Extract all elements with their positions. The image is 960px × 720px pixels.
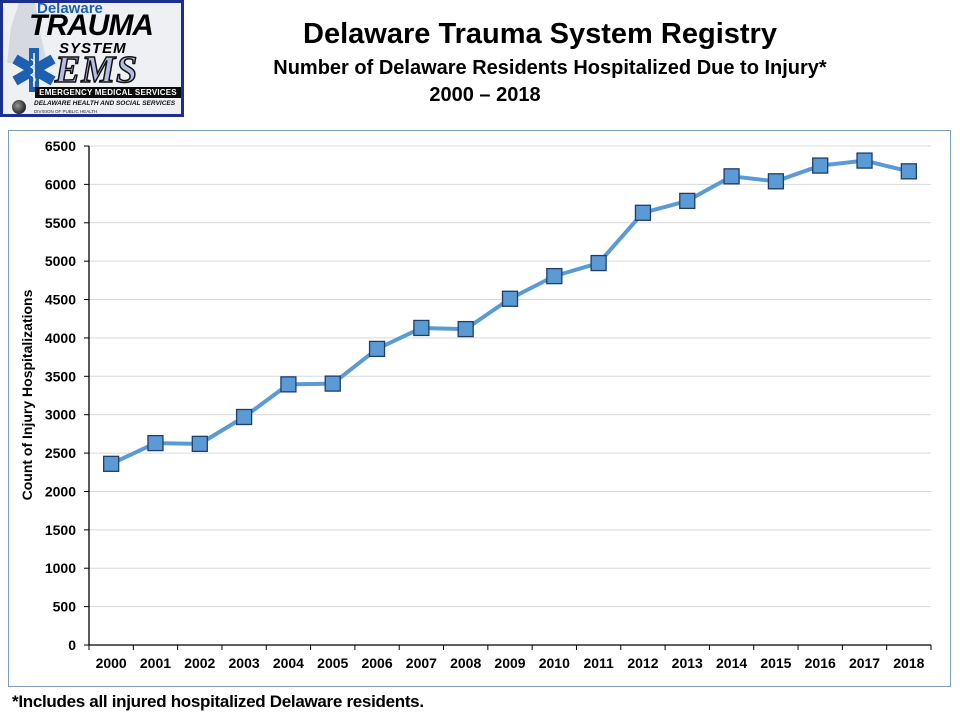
x-tick-label: 2002 [184, 655, 215, 671]
chart-frame [8, 130, 951, 687]
x-tick-label: 2009 [494, 655, 525, 671]
data-point-marker [501, 290, 519, 307]
data-point-marker [191, 435, 208, 453]
y-tick-label: 5500 [45, 215, 76, 231]
chart-subtitle: Number of Delaware Residents Hospitalize… [273, 57, 827, 79]
x-tick-label: 2001 [140, 655, 171, 671]
data-point-marker [324, 375, 341, 392]
data-point-marker [413, 319, 430, 337]
x-tick-label: 2006 [361, 655, 392, 671]
data-point-marker [812, 157, 829, 174]
data-point-marker [103, 455, 120, 472]
x-tick-label: 2015 [760, 655, 791, 671]
star-of-life-icon [12, 48, 56, 92]
y-tick-label: 5000 [45, 253, 76, 269]
data-point-marker [590, 254, 607, 272]
y-tick-label: 6000 [45, 176, 76, 192]
y-axis-label: Count of Injury Hospitalizations [19, 289, 35, 501]
y-tick-label: 4500 [45, 292, 76, 308]
logo-system-text: SYSTEM [59, 40, 127, 57]
x-tick-label: 2018 [893, 655, 924, 671]
x-tick-label: 2013 [672, 655, 703, 671]
chart-year-range: 2000 – 2018 [429, 84, 541, 106]
y-tick-label: 0 [68, 637, 76, 653]
y-axis: 0 500 1000 1500 2000 2500 3000 3500 4000 4500 5000… [45, 138, 90, 653]
data-point-marker [900, 163, 917, 180]
data-point-marker [546, 267, 563, 285]
y-tick-label: 3500 [45, 368, 76, 384]
x-tick-label: 2016 [805, 655, 836, 671]
data-point-marker [634, 204, 652, 221]
x-tick-label: 2010 [539, 655, 570, 671]
x-tick-label: 2014 [716, 655, 747, 671]
x-tick-label: 2000 [96, 655, 127, 671]
x-tick-label: 2007 [406, 655, 437, 671]
y-tick-label: 2000 [45, 483, 76, 499]
y-tick-label: 500 [53, 599, 77, 615]
x-tick-label: 2012 [627, 655, 658, 671]
footnote: *Includes all injured hospitalized Delaw… [12, 692, 424, 711]
y-tick-label: 4000 [45, 330, 76, 346]
y-tick-label: 6500 [45, 138, 76, 154]
logo-ems-text: EMS [54, 49, 139, 91]
data-point-marker [723, 168, 740, 185]
y-tick-label: 1000 [45, 560, 76, 576]
y-tick-label: 1500 [45, 522, 76, 538]
trauma-system-ems-logo: Delaware TRAUMA SYSTEM EMS EMERGENCY MED… [0, 0, 184, 117]
data-point-marker [368, 340, 386, 358]
logo-dhss-text: DELAWARE HEALTH AND SOCIAL SERVICES [34, 100, 176, 107]
x-tick-label: 2008 [450, 655, 481, 671]
logo-trauma-text: TRAUMA [29, 9, 154, 42]
data-point-marker [457, 320, 474, 338]
gridlines [89, 145, 931, 608]
dhss-seal-icon [12, 100, 26, 114]
x-axis: 2000 2001 2002 2003 2004 2005 2006 2007 2008 2009… [88, 644, 932, 671]
data-point-marker [235, 408, 253, 426]
series-injury-hospitalizations [103, 152, 917, 472]
data-point-marker [280, 376, 297, 393]
y-tick-label: 2500 [45, 445, 76, 461]
logo-ems-bar: EMERGENCY MEDICAL SERVICES [35, 87, 181, 98]
logo-dph-text: DIVISION OF PUBLIC HEALTH [34, 109, 98, 114]
x-tick-label: 2004 [273, 655, 304, 671]
data-point-marker [147, 434, 164, 452]
x-tick-label: 2011 [583, 655, 614, 671]
data-point-marker [679, 192, 696, 210]
data-point-marker [856, 152, 873, 169]
data-point-marker [767, 173, 785, 190]
x-tick-label: 2017 [849, 655, 880, 671]
y-tick-label: 3000 [45, 407, 76, 423]
chart-title: Delaware Trauma System Registry [303, 18, 777, 50]
series-line [110, 158, 910, 466]
logo-delaware-text: Delaware [37, 0, 103, 17]
x-tick-label: 2005 [317, 655, 348, 671]
x-tick-label: 2003 [229, 655, 260, 671]
